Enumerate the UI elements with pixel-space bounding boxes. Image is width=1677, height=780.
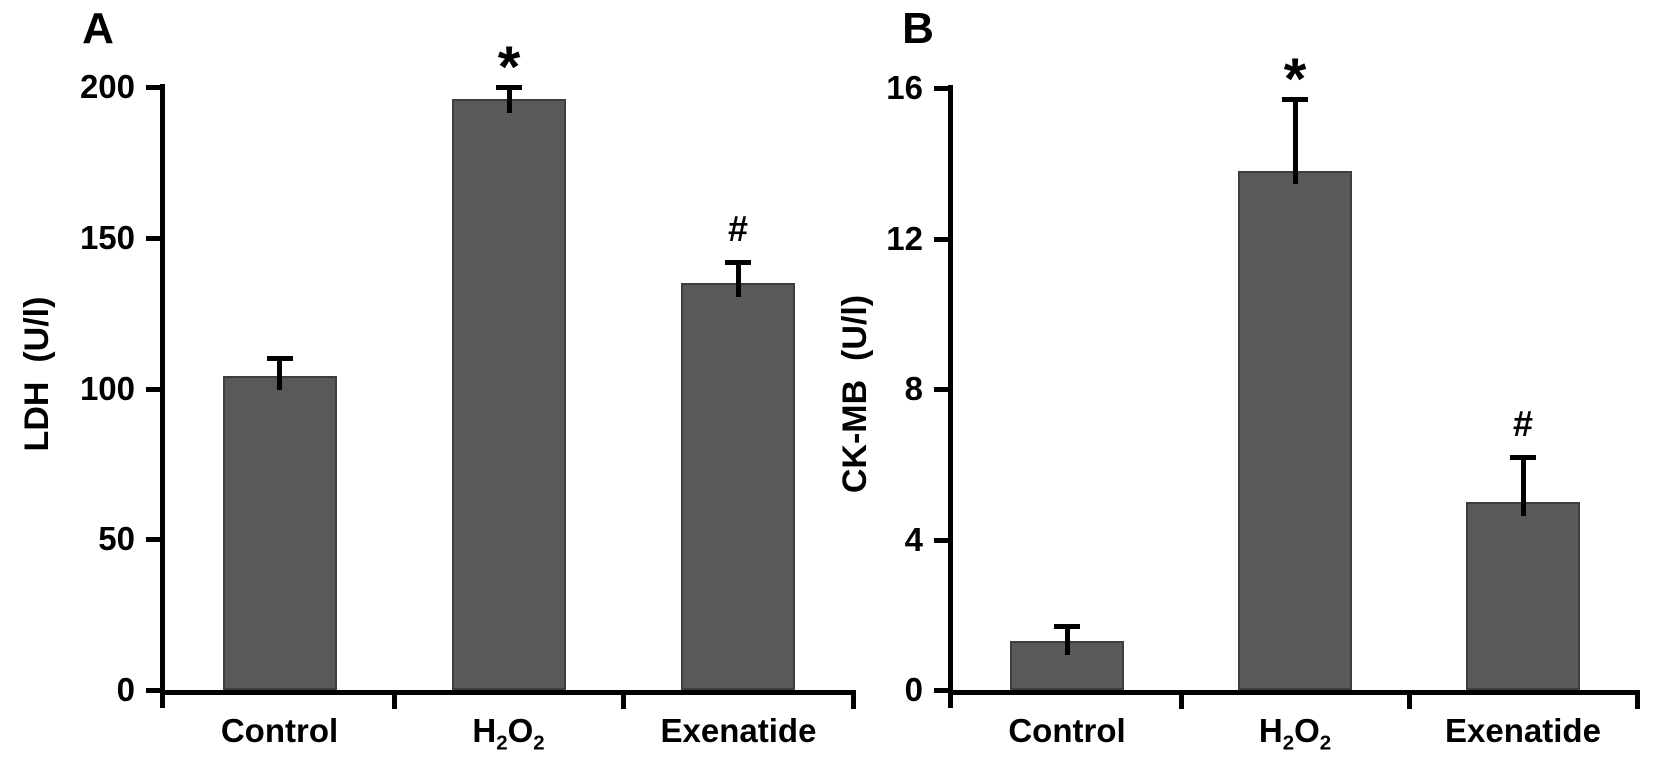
panel-a-label: A (82, 4, 114, 53)
y-tick-label: 0 (904, 671, 923, 708)
y-tick-label: 8 (904, 370, 923, 407)
significance-star: * (1283, 47, 1307, 112)
y-axis-tick (146, 688, 160, 693)
error-bar-cap-control (1054, 624, 1080, 629)
x-axis-tick (1407, 695, 1412, 709)
y-axis-tick (146, 537, 160, 542)
category-label-h2o2: H2O2 (472, 712, 545, 755)
error-bar-cap-control (267, 356, 293, 361)
y-tick-label: 16 (886, 69, 923, 106)
category-label-control: Control (220, 712, 339, 749)
x-axis (160, 690, 856, 695)
y-axis (160, 84, 165, 708)
bar-h2o2 (452, 99, 566, 690)
category-label-exenatide: Exenatide (1445, 712, 1601, 749)
y-tick-label: 100 (79, 370, 135, 407)
y-tick-label: 12 (886, 220, 923, 257)
error-bar-cap-exenatide (1510, 455, 1536, 460)
x-axis-tick (1179, 695, 1184, 709)
error-bar-stem-h2o2 (1293, 99, 1298, 184)
y-axis-tick (146, 236, 160, 241)
category-label-control: Control (1008, 712, 1126, 749)
significance-hash: # (1512, 403, 1534, 444)
y-tick-label: 0 (116, 671, 135, 708)
error-bar-stem-control (1065, 626, 1070, 655)
error-bar-cap-h2o2 (1282, 97, 1308, 102)
bar-exenatide (1466, 502, 1580, 690)
y-tick-label: 50 (98, 520, 135, 557)
error-bar-stem-exenatide (1521, 457, 1526, 516)
category-label-h2o2: H2O2 (1258, 712, 1332, 755)
y-axis-tick (934, 86, 948, 91)
error-bar-stem-control (277, 358, 282, 390)
y-axis-tick (146, 387, 160, 392)
y-axis-tick (934, 538, 948, 543)
y-axis-tick (934, 688, 948, 693)
error-bar-stem-h2o2 (507, 87, 512, 113)
y-axis (948, 85, 953, 708)
error-bar-stem-exenatide (736, 262, 741, 297)
x-axis (948, 690, 1640, 695)
y-axis-tick (934, 237, 948, 242)
error-bar-cap-exenatide (725, 260, 751, 265)
bar-h2o2 (1238, 171, 1352, 690)
x-axis-tick (621, 695, 626, 709)
y-axis-tick (146, 85, 160, 90)
x-axis-tick (392, 695, 397, 709)
x-axis-tick (1635, 695, 1640, 709)
panel-b-label: B (902, 4, 934, 53)
category-label-exenatide: Exenatide (660, 712, 817, 749)
error-bar-cap-h2o2 (496, 85, 522, 90)
significance-star: * (497, 35, 521, 100)
y-tick-label: 4 (904, 521, 923, 558)
x-axis-tick (851, 695, 856, 709)
y-tick-label: 150 (79, 219, 135, 256)
bar-exenatide (681, 283, 795, 690)
y-tick-label: 200 (79, 68, 135, 105)
significance-hash: # (727, 208, 749, 249)
y-axis-tick (934, 387, 948, 392)
